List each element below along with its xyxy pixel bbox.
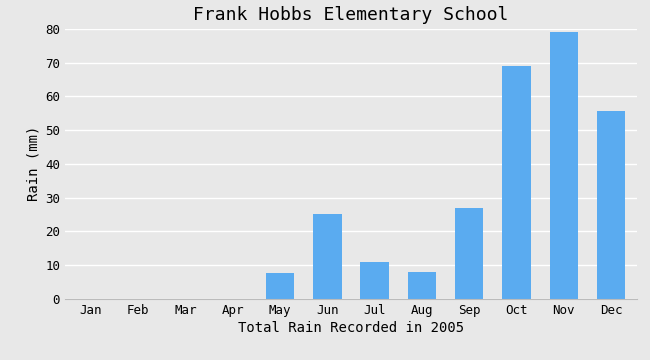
Bar — [549, 32, 578, 299]
Bar — [455, 208, 484, 299]
Title: Frank Hobbs Elementary School: Frank Hobbs Elementary School — [193, 6, 509, 24]
Bar — [266, 274, 294, 299]
Bar — [597, 112, 625, 299]
Bar — [408, 272, 436, 299]
Bar — [313, 215, 341, 299]
Bar — [502, 66, 530, 299]
X-axis label: Total Rain Recorded in 2005: Total Rain Recorded in 2005 — [238, 321, 464, 335]
Bar — [361, 262, 389, 299]
Y-axis label: Rain (mm): Rain (mm) — [27, 126, 41, 202]
